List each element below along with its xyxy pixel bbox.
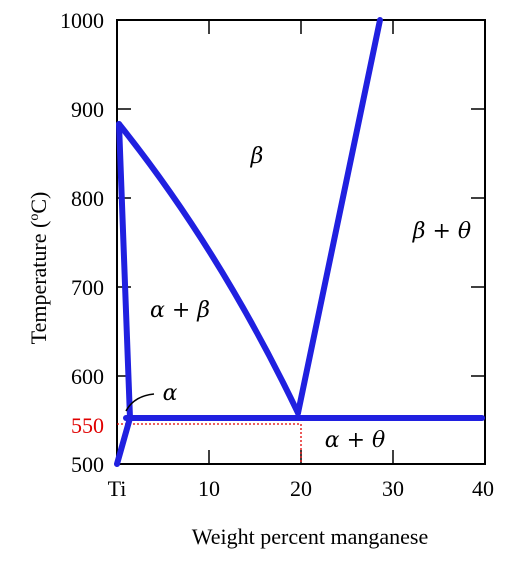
phase-label-beta-theta: β + θ: [412, 219, 471, 244]
y-tick-600: 600: [71, 364, 104, 389]
x-tick-ti: Ti: [108, 476, 127, 501]
x-tick-10: 10: [198, 476, 220, 501]
phase-label-alpha-beta: α + β: [150, 298, 210, 323]
y-axis-title-base: Temperature (: [26, 221, 51, 345]
y-tick-800: 800: [71, 186, 104, 211]
x-tick-30: 30: [382, 476, 404, 501]
y-tick-900: 900: [71, 97, 104, 122]
x-tick-40: 40: [472, 476, 494, 501]
alpha-solvus-line: [114, 415, 133, 467]
beta-transus-left-line: [116, 121, 133, 421]
y-axis-title: Temperature (oC): [26, 192, 51, 345]
phase-label-alpha: α: [163, 381, 178, 406]
y-axis-title-sup: o: [27, 214, 42, 221]
y-tick-labels: 1000 900 800 700 600 550 500: [60, 8, 104, 477]
x-axis-title: Weight percent manganese: [192, 524, 428, 549]
y-tick-500: 500: [71, 452, 104, 477]
phase-boundaries: [114, 17, 485, 467]
y-tick-550: 550: [71, 413, 104, 438]
beta-alpha-beta-boundary: [116, 121, 301, 416]
x-tick-20: 20: [290, 476, 312, 501]
beta-theta-boundary: [295, 17, 383, 416]
y-tick-1000: 1000: [60, 8, 104, 33]
eutectoid-guide: [117, 423, 302, 464]
y-tick-700: 700: [71, 275, 104, 300]
phase-label-beta: β: [250, 144, 264, 169]
phase-label-alpha-theta: α + θ: [325, 428, 386, 453]
y-axis-title-end: C): [26, 192, 51, 214]
alpha-leader-line: [125, 393, 155, 412]
x-tick-labels: Ti 10 20 30 40: [108, 476, 494, 501]
